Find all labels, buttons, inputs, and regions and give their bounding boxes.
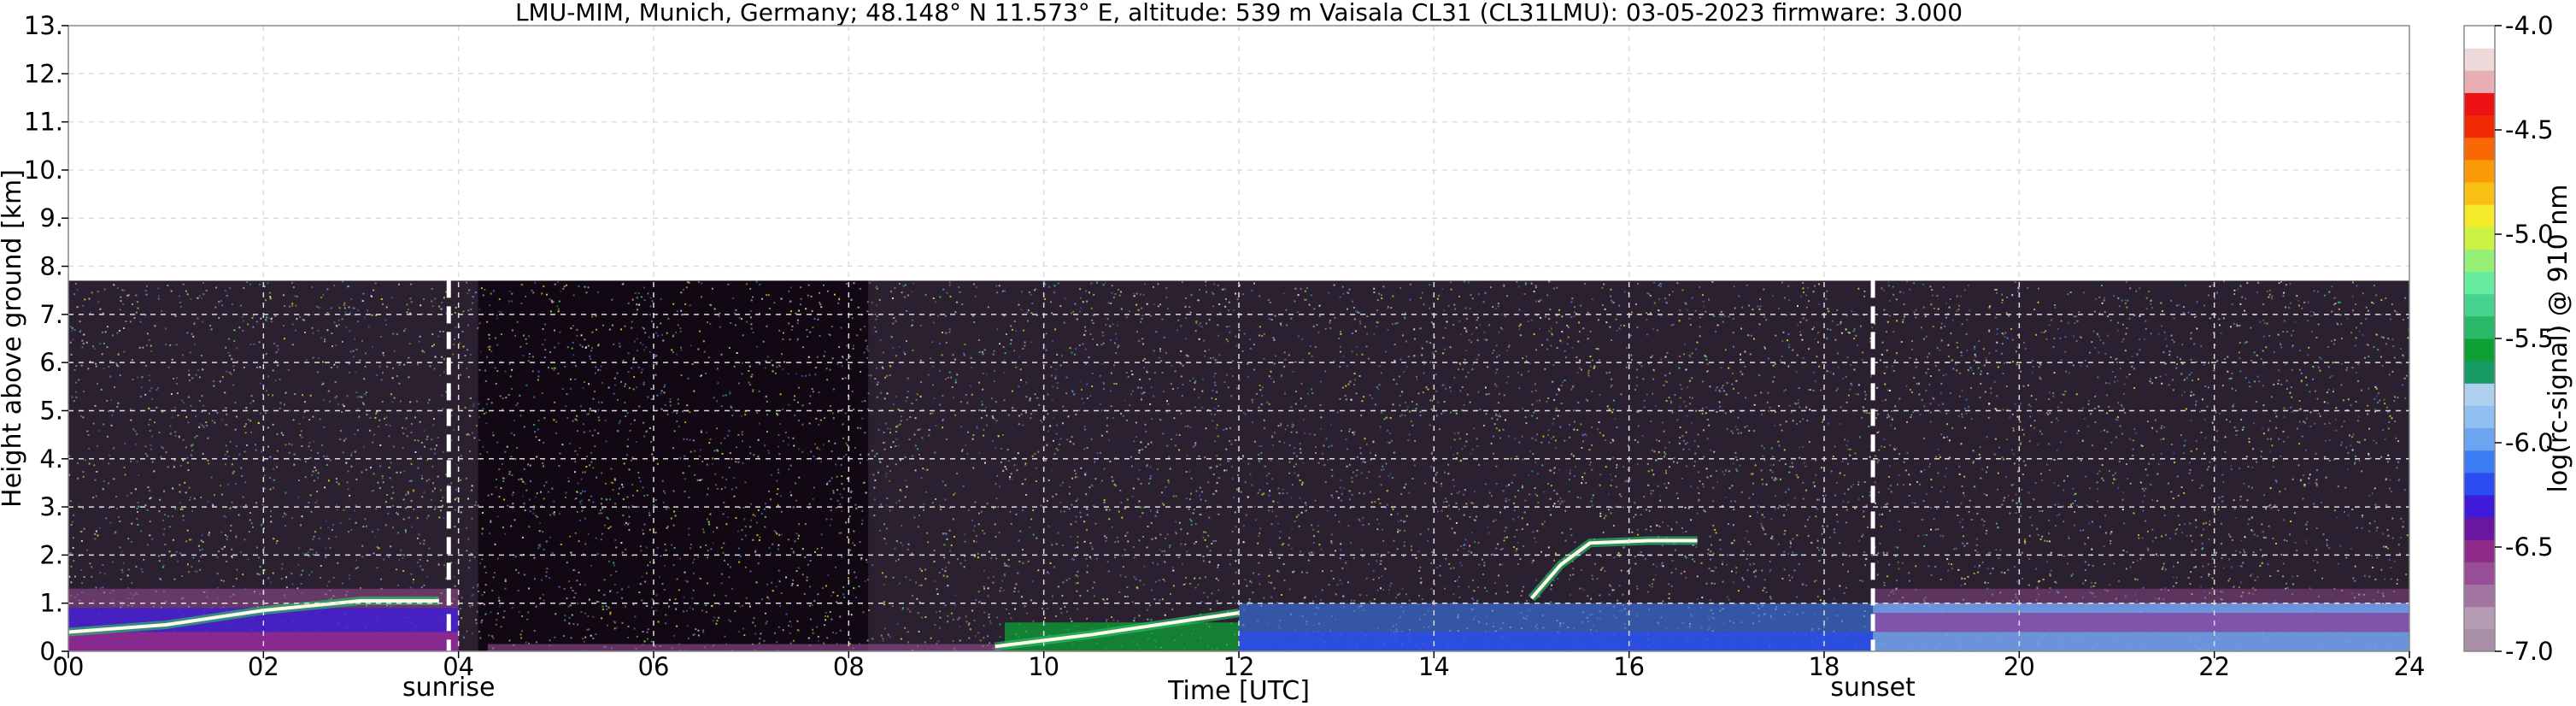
colorbar-segment — [2464, 539, 2495, 562]
colorbar-segment — [2464, 293, 2495, 317]
colorbar: -7.0 -6.5 -6.0 -5.5 -5.0 -4.5 -4.0 — [2463, 11, 2554, 666]
sunset-label: sunset — [1830, 673, 1916, 703]
y-tick-label: 0. — [39, 637, 63, 666]
y-tick-label: 5. — [39, 396, 63, 425]
x-tick-label: 06 — [638, 652, 670, 681]
colorbar-segment — [2464, 115, 2495, 138]
colorbar-segment — [2464, 26, 2495, 49]
colorbar-segment — [2464, 70, 2495, 93]
backscatter-heatmap — [68, 280, 2409, 651]
y-tick-label: 8. — [39, 252, 63, 281]
colorbar-tick-label: -6.0 — [2505, 428, 2554, 457]
y-tick-label: 12. — [24, 59, 63, 88]
colorbar-tick-label: -5.0 — [2505, 220, 2554, 249]
colorbar-segment — [2464, 584, 2495, 608]
x-tick-label: 00 — [53, 652, 85, 681]
colorbar-segment — [2464, 495, 2495, 518]
colorbar-segment — [2464, 271, 2495, 295]
x-axis-label: Time [UTC] — [1167, 676, 1310, 706]
y-tick-label: 4. — [39, 444, 63, 474]
colorbar-tick-label: -5.5 — [2505, 324, 2554, 353]
colorbar-segment — [2464, 48, 2495, 71]
x-tick-label: 04 — [443, 652, 474, 681]
colorbar-segment — [2464, 517, 2495, 540]
colorbar-segment — [2464, 137, 2495, 161]
x-tick-label: 08 — [833, 652, 865, 681]
x-tick-label: 02 — [248, 652, 279, 681]
x-tick-label: 16 — [1613, 652, 1645, 681]
sunrise-label: sunrise — [402, 673, 495, 703]
colorbar-tick-label: -6.5 — [2505, 532, 2554, 562]
x-axis-ticks: 00 02 04 06 08 10 12 14 16 18 20 22 24 — [53, 651, 2426, 681]
y-tick-label: 7. — [39, 300, 63, 329]
x-tick-label: 10 — [1028, 652, 1059, 681]
colorbar-segment — [2464, 182, 2495, 205]
colorbar-segment — [2464, 472, 2495, 496]
colorbar-segment — [2464, 562, 2495, 585]
x-tick-label: 18 — [1809, 652, 1840, 681]
sun-markers: sunrise sunset — [402, 280, 1916, 703]
colorbar-segment — [2464, 405, 2495, 429]
y-tick-label: 6. — [39, 348, 63, 377]
y-tick-label: 3. — [39, 492, 63, 521]
colorbar-segment — [2464, 383, 2495, 406]
colorbar-segment — [2464, 361, 2495, 384]
colorbar-segment — [2464, 159, 2495, 183]
x-tick-label: 20 — [2004, 652, 2035, 681]
aerosol-layer — [487, 644, 1005, 651]
x-tick-label: 22 — [2198, 652, 2230, 681]
colorbar-tick-label: -7.0 — [2505, 637, 2554, 666]
y-tick-label: 13. — [24, 11, 63, 40]
boundary-layer — [68, 588, 2409, 651]
y-tick-label: 1. — [39, 589, 63, 618]
colorbar-tick-label: -4.5 — [2505, 115, 2554, 144]
colorbar-segment — [2464, 249, 2495, 273]
y-tick-label: 2. — [39, 540, 63, 569]
colorbar-segment — [2464, 92, 2495, 116]
colorbar-segment — [2464, 227, 2495, 250]
colorbar-tick-label: -4.0 — [2505, 11, 2554, 40]
chart-title: LMU-MIM, Munich, Germany; 48.148° N 11.5… — [515, 0, 1963, 26]
colorbar-label: log(rc-signal) @ 910 nm — [2544, 185, 2573, 493]
colorbar-segment — [2464, 338, 2495, 362]
cloud-layer-line — [995, 611, 1240, 649]
colorbar-segment — [2464, 427, 2495, 451]
y-axis-label: Height above ground [km] — [0, 169, 27, 508]
y-tick-label: 10. — [24, 156, 63, 185]
x-tick-label: 24 — [2394, 652, 2426, 681]
plot-area: sunrise sunset — [67, 25, 2410, 703]
colorbar-segment — [2464, 315, 2495, 339]
colorbar-segment — [2464, 204, 2495, 227]
y-tick-label: 9. — [39, 203, 63, 232]
x-tick-label: 12 — [1223, 652, 1255, 681]
noise-field — [68, 280, 2409, 651]
cloud-layer-line — [1529, 538, 1698, 600]
grid-lines — [68, 26, 2409, 651]
aerosol-layer — [1873, 612, 2409, 632]
aerosol-layer — [1239, 632, 1874, 651]
colorbar-segment — [2464, 628, 2495, 652]
x-tick-label: 14 — [1418, 652, 1450, 681]
colorbar-segment — [2464, 450, 2495, 474]
y-axis-ticks: 0. 1. 2. 3. 4. 5. 6. 7. 8. 9. 10. 11. 12. 13. — [24, 11, 68, 666]
colorbar-segment — [2464, 606, 2495, 630]
y-tick-label: 11. — [24, 108, 63, 137]
